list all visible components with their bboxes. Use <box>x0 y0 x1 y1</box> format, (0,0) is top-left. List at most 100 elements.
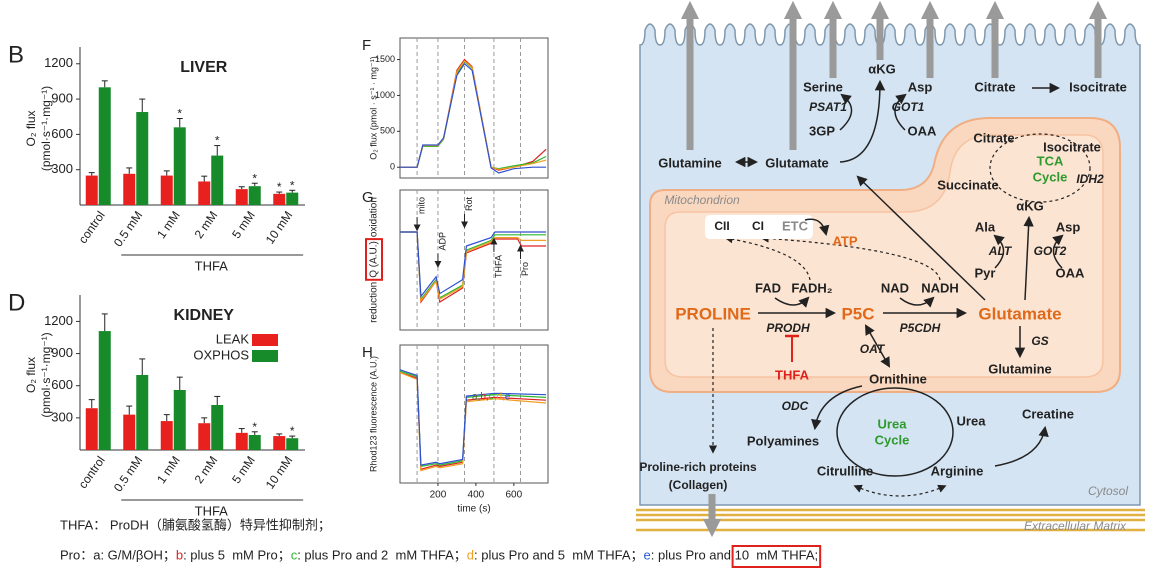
x-tick-label: 2 mM <box>192 209 221 242</box>
diagram-label: ALT <box>988 244 1013 258</box>
caption-line: THFA： ProDH（脯氨酸氢酶）特异性抑制剂； <box>60 517 331 533</box>
y-tick-label: 600 <box>51 377 73 392</box>
x-tick-label: 10 mM <box>263 209 296 247</box>
series-annotation: a, <box>472 392 480 403</box>
bar <box>160 421 173 450</box>
panel-label: B <box>8 41 24 68</box>
y-tick-label: 600 <box>51 126 73 141</box>
diagram-label: Cycle <box>875 432 910 447</box>
y-tick-label: 300 <box>51 161 73 176</box>
trace <box>400 231 547 299</box>
bar <box>123 173 136 205</box>
diagram-label: ETC <box>782 218 809 233</box>
arrow <box>864 324 891 368</box>
diagram-label: αKG <box>868 61 896 76</box>
arrow <box>899 296 935 308</box>
caption-part: : plus Pro and 5 mM THFA； <box>474 547 644 563</box>
inner-membrane <box>664 134 1104 378</box>
x-tick-label: 0.5 mM <box>111 209 145 250</box>
diagram-label: OAT <box>860 342 886 356</box>
bar <box>235 432 248 450</box>
x-tick-label: 1 mM <box>154 454 183 487</box>
diagram-label: CII <box>714 219 729 233</box>
caption-part: d <box>467 547 474 562</box>
diagram-label: FADH₂ <box>791 280 832 295</box>
caption-part: Pro：a: G/M/βOH； <box>60 547 176 563</box>
trace <box>399 372 547 472</box>
y-axis-label: O₂ flux <box>24 111 38 147</box>
y-tick-label: 500 <box>380 126 395 136</box>
diagram-label: 3GP <box>809 123 835 138</box>
diagram-label: Isocitrate <box>1069 79 1127 94</box>
dashed-arrow <box>760 234 941 281</box>
y-tick-label: 1500 <box>375 54 395 64</box>
diagram-label: Cycle <box>1033 169 1068 184</box>
x-tick-label: control <box>76 454 108 492</box>
bar <box>198 423 211 450</box>
x-axis-label: THFA <box>195 258 229 273</box>
y-tick-label: 1200 <box>44 55 73 70</box>
x-tick-label: 5 mM <box>229 454 258 487</box>
x-tick-label: 0.5 mM <box>111 454 145 495</box>
bar <box>123 414 136 450</box>
arrow <box>894 93 907 131</box>
caption-part: : plus 5 mM Pro； <box>183 547 291 563</box>
trace <box>399 370 547 468</box>
y-tick-label: 300 <box>51 409 73 424</box>
significance: * <box>277 180 282 194</box>
trace <box>399 369 547 466</box>
significance: * <box>215 134 220 148</box>
bar <box>136 112 149 205</box>
series-annotation: b, <box>480 392 488 403</box>
bar <box>173 127 186 205</box>
series-annotation: d, <box>496 392 504 403</box>
diagram-label: Citrulline <box>817 463 873 478</box>
highlight-box <box>365 238 383 281</box>
bar <box>85 175 98 205</box>
chart-title: KIDNEY <box>174 307 235 324</box>
diagram-label: P5C <box>841 304 874 323</box>
diagram-label: TCA <box>1037 153 1064 168</box>
bar <box>211 155 224 205</box>
caption-part: : plus Pro and <box>651 547 735 562</box>
diagram-label: PSAT1 <box>809 100 847 114</box>
series-annotation: e <box>505 392 511 403</box>
x-tick-label: 10 mM <box>263 454 296 492</box>
y-axis-label: (pmol·s⁻¹·mg⁻¹) <box>39 332 53 417</box>
diagram-label: Glutamate <box>765 155 829 170</box>
diagram-label: Glutamate <box>978 304 1061 323</box>
diagram-label: Urea <box>957 413 987 428</box>
diagram-label: GOT2 <box>1034 244 1067 258</box>
arrow <box>1023 215 1034 301</box>
plot-frame <box>399 189 549 331</box>
diagram-label: Asp <box>1056 219 1081 234</box>
chart-title: LIVER <box>180 59 228 76</box>
legend-swatch <box>252 334 278 346</box>
panel-label: H <box>362 344 373 361</box>
event-label: ADP <box>437 232 447 251</box>
panel-label: F <box>362 37 371 54</box>
bar <box>235 189 248 205</box>
bar <box>173 390 186 450</box>
trace <box>400 62 547 174</box>
y-axis-label-part: reduction <box>369 282 380 323</box>
diagram-label: GOT1 <box>892 100 925 114</box>
diagram-label: Serine <box>803 79 843 94</box>
legend-swatch <box>252 350 278 362</box>
plot-frame <box>399 344 549 484</box>
arrow <box>1052 234 1064 269</box>
series-annotation: c, <box>489 392 497 403</box>
x-tick-label: 2 mM <box>192 454 221 487</box>
diagram-label: Glutamine <box>988 361 1052 376</box>
arrow <box>839 79 886 163</box>
diagram-label: IDH2 <box>1076 172 1104 186</box>
y-axis-label: reduction Q (A.U.) oxidation <box>365 197 383 323</box>
bar <box>248 435 261 450</box>
bar <box>248 186 261 205</box>
diagram-label: NADH <box>921 280 959 295</box>
diagram-label: Urea <box>878 416 908 431</box>
diagram-label: Succinate <box>937 177 998 192</box>
diagram-label: Creatine <box>1022 406 1074 421</box>
y-tick-label: 1000 <box>375 90 395 100</box>
y-axis-label: O₂ flux (pmol · s⁻¹ · mg⁻¹) <box>368 56 378 160</box>
